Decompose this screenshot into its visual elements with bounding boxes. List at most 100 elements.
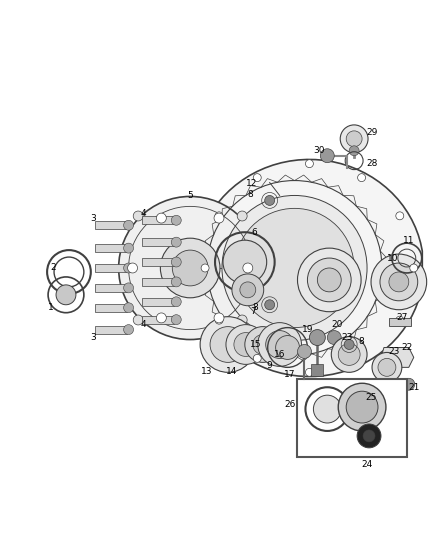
Bar <box>95 284 127 292</box>
Circle shape <box>232 274 264 306</box>
Circle shape <box>200 317 256 373</box>
Text: 21: 21 <box>408 383 420 392</box>
Circle shape <box>133 315 143 325</box>
Circle shape <box>331 336 367 373</box>
Circle shape <box>403 378 415 390</box>
Circle shape <box>214 313 224 323</box>
Circle shape <box>389 272 409 292</box>
Circle shape <box>380 263 418 301</box>
Circle shape <box>160 238 220 298</box>
Bar <box>142 316 174 324</box>
Circle shape <box>124 325 134 335</box>
Circle shape <box>340 125 368 153</box>
Text: 8: 8 <box>358 337 364 346</box>
Text: 17: 17 <box>284 370 295 379</box>
Text: 23: 23 <box>342 333 353 342</box>
Circle shape <box>363 430 375 442</box>
Circle shape <box>396 316 404 324</box>
Polygon shape <box>195 159 422 376</box>
Circle shape <box>253 354 261 362</box>
Circle shape <box>222 196 367 341</box>
Circle shape <box>265 196 275 205</box>
Text: 8: 8 <box>252 303 258 312</box>
Circle shape <box>276 336 300 359</box>
Text: 29: 29 <box>366 128 378 138</box>
Circle shape <box>124 263 134 273</box>
Circle shape <box>357 424 381 448</box>
Circle shape <box>346 391 378 423</box>
Bar <box>95 264 127 272</box>
Circle shape <box>265 300 275 310</box>
Bar <box>297 379 407 457</box>
Circle shape <box>378 358 396 376</box>
Circle shape <box>127 263 138 273</box>
Text: 5: 5 <box>187 191 193 200</box>
Circle shape <box>214 213 224 223</box>
Circle shape <box>171 297 181 307</box>
Circle shape <box>171 314 181 325</box>
Circle shape <box>240 282 256 298</box>
Circle shape <box>410 264 418 272</box>
Text: 1: 1 <box>48 303 54 312</box>
Text: 24: 24 <box>361 460 373 469</box>
Circle shape <box>119 197 262 340</box>
Circle shape <box>297 344 311 358</box>
Circle shape <box>124 283 134 293</box>
Circle shape <box>56 285 76 305</box>
Bar <box>142 278 174 286</box>
Circle shape <box>156 213 166 223</box>
Text: 28: 28 <box>366 159 378 168</box>
Circle shape <box>124 303 134 313</box>
Circle shape <box>258 322 301 366</box>
Circle shape <box>243 263 253 273</box>
Text: 20: 20 <box>332 320 343 329</box>
Circle shape <box>305 368 314 376</box>
Circle shape <box>215 316 223 324</box>
Text: 4: 4 <box>141 320 146 329</box>
Text: 8: 8 <box>247 190 253 199</box>
Circle shape <box>344 340 354 350</box>
Circle shape <box>156 313 166 323</box>
Circle shape <box>133 211 143 221</box>
Circle shape <box>338 343 360 365</box>
Circle shape <box>237 315 247 325</box>
Bar <box>95 304 127 312</box>
Circle shape <box>215 212 223 220</box>
Circle shape <box>171 237 181 247</box>
Text: 19: 19 <box>302 325 313 334</box>
Bar <box>389 318 411 326</box>
Text: 16: 16 <box>274 350 286 359</box>
Bar <box>142 298 174 306</box>
Text: 6: 6 <box>251 228 257 237</box>
Circle shape <box>253 174 261 182</box>
Text: 25: 25 <box>365 393 377 402</box>
Bar <box>95 221 127 229</box>
Text: 3: 3 <box>90 214 95 223</box>
Circle shape <box>210 327 246 362</box>
Bar <box>311 365 323 376</box>
Circle shape <box>124 243 134 253</box>
Circle shape <box>237 211 247 221</box>
Circle shape <box>349 146 359 156</box>
Circle shape <box>320 149 334 163</box>
Circle shape <box>234 333 258 357</box>
Circle shape <box>201 264 209 272</box>
Polygon shape <box>381 348 414 367</box>
Bar <box>95 326 127 334</box>
Text: 27: 27 <box>396 313 407 322</box>
Bar <box>95 244 127 252</box>
Circle shape <box>346 131 362 147</box>
Text: 7: 7 <box>250 307 256 316</box>
Text: 11: 11 <box>403 236 414 245</box>
Circle shape <box>223 240 267 284</box>
Circle shape <box>171 277 181 287</box>
Circle shape <box>327 330 341 344</box>
Circle shape <box>357 354 366 362</box>
Bar <box>142 238 174 246</box>
Circle shape <box>338 383 386 431</box>
Text: 4: 4 <box>141 209 146 218</box>
Text: 13: 13 <box>201 367 213 376</box>
Text: 22: 22 <box>401 343 413 352</box>
Circle shape <box>307 258 351 302</box>
Text: 23: 23 <box>388 347 399 356</box>
